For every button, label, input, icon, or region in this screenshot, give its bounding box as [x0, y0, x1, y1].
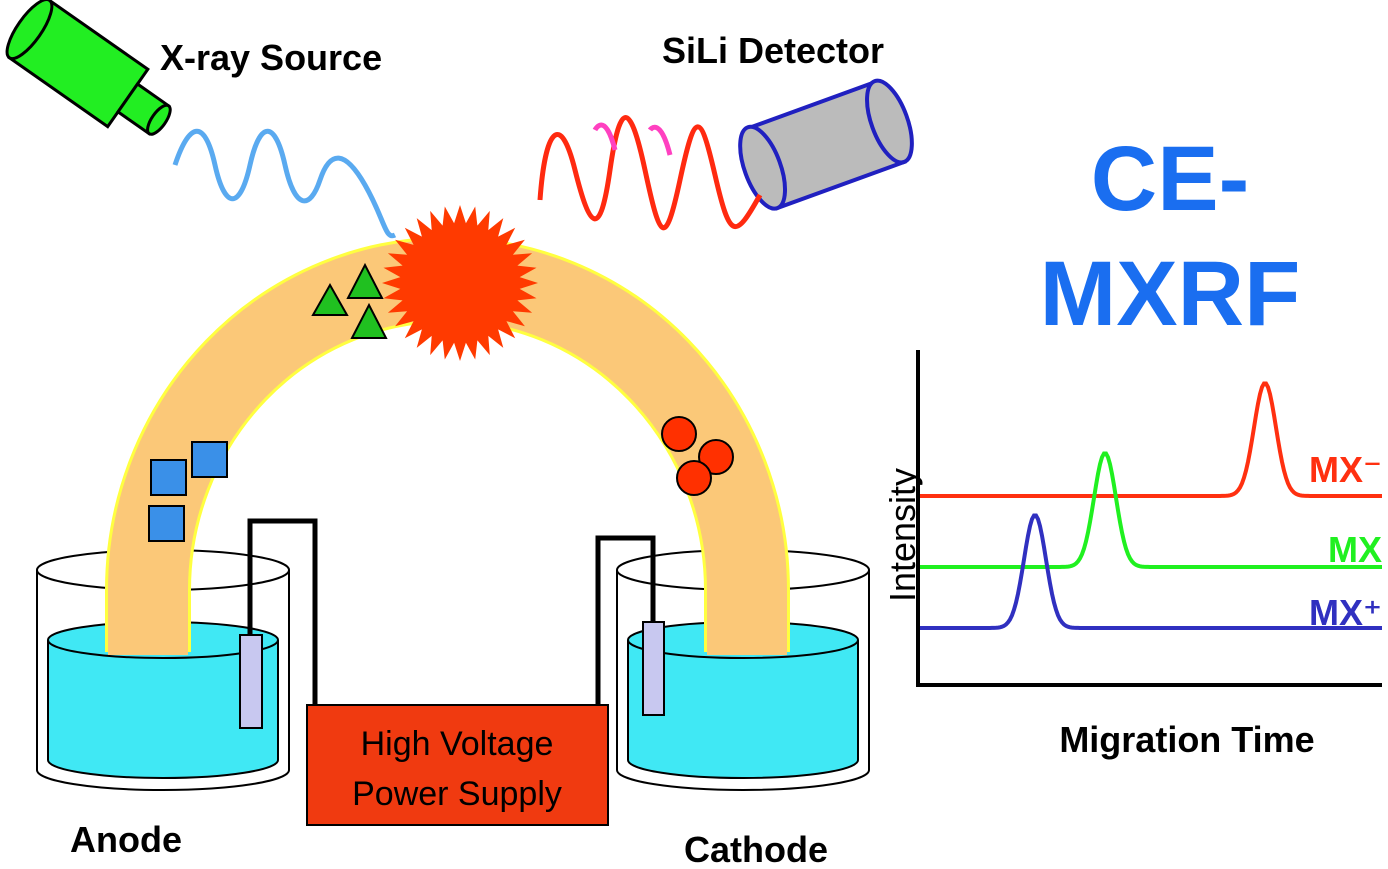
graph-axes	[916, 350, 1382, 687]
emitted-wave-pink	[592, 122, 673, 156]
detector	[738, 78, 914, 211]
title: MXRF	[1040, 243, 1301, 345]
trace	[920, 381, 1382, 498]
power-label: Power Supply	[352, 775, 562, 813]
trace	[920, 513, 1382, 630]
y-axis-label: Intensity	[882, 468, 923, 602]
power-supply	[306, 704, 609, 826]
trace-label: MX⁻	[1309, 449, 1382, 490]
trace-label: MX	[1328, 529, 1382, 570]
source-label: X-ray Source	[160, 37, 382, 78]
cathode-label: Cathode	[684, 829, 828, 869]
detector-label: SiLi Detector	[662, 30, 884, 71]
title: CE-	[1091, 128, 1249, 230]
xray-spot	[382, 205, 538, 361]
squares	[148, 441, 228, 542]
triangles	[311, 262, 388, 339]
x-axis-label: Migration Time	[1059, 719, 1314, 760]
trace-label: MX⁺	[1309, 592, 1382, 633]
trace	[920, 451, 1382, 569]
anode-electrode	[239, 634, 263, 729]
xray-source	[5, 0, 172, 136]
anode-label: Anode	[70, 819, 182, 860]
anode-beaker	[36, 549, 290, 791]
incident-wave	[172, 129, 397, 239]
cathode-electrode	[642, 621, 665, 716]
emitted-wave	[537, 115, 763, 231]
circles	[661, 416, 734, 496]
power-label: High Voltage	[361, 725, 554, 763]
